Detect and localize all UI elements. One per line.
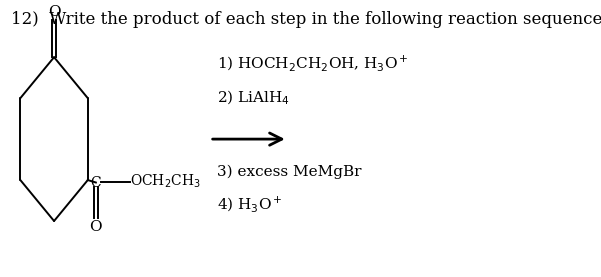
Text: 3) excess MeMgBr: 3) excess MeMgBr [217,165,361,179]
Text: 12)  Write the product of each step in the following reaction sequence.: 12) Write the product of each step in th… [11,11,601,28]
Text: O: O [47,5,60,19]
Text: 1) HOCH$_2$CH$_2$OH, H$_3$O$^+$: 1) HOCH$_2$CH$_2$OH, H$_3$O$^+$ [217,53,409,73]
Text: O: O [90,220,102,234]
Text: 4) H$_3$O$^+$: 4) H$_3$O$^+$ [217,195,282,214]
Text: C: C [91,176,101,189]
Text: OCH$_2$CH$_3$: OCH$_2$CH$_3$ [130,173,201,190]
Text: 2) LiAlH$_4$: 2) LiAlH$_4$ [217,89,290,107]
